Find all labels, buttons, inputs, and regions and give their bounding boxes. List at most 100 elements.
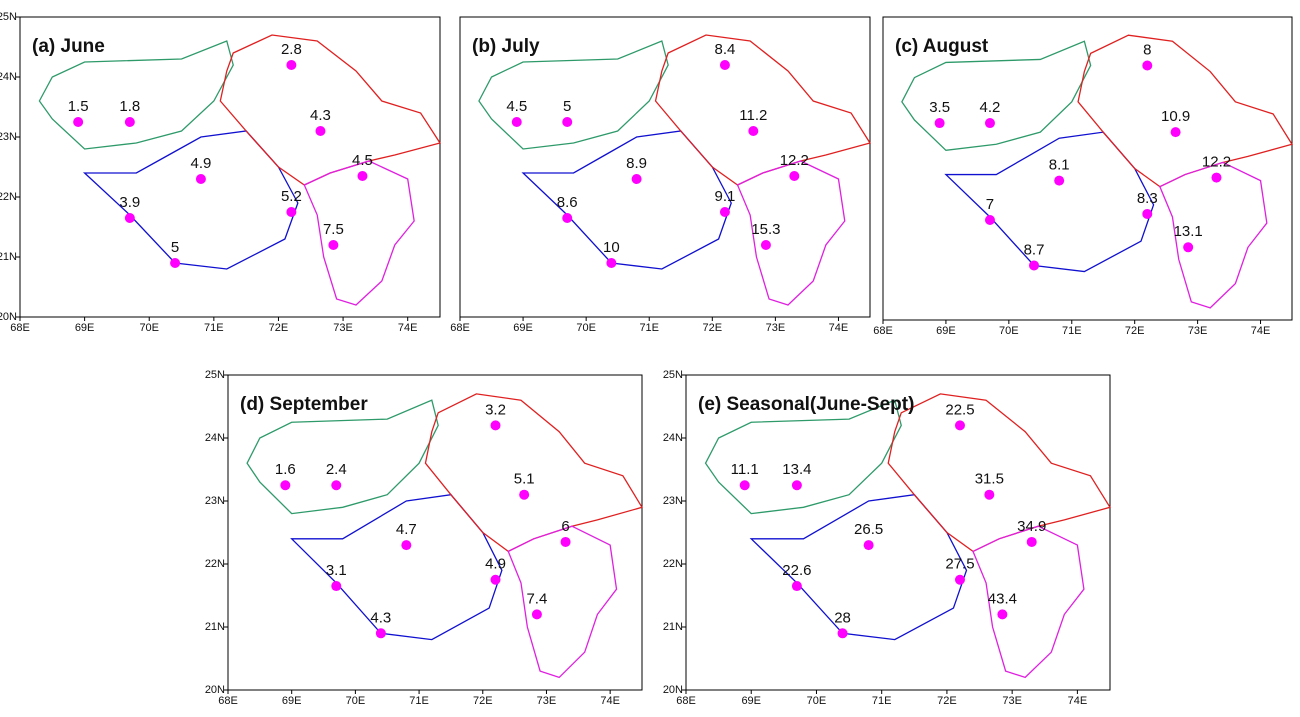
station-point	[719, 60, 730, 70]
station-value: 2.8	[281, 41, 302, 58]
x-tick-label: 74E	[1251, 325, 1271, 337]
region-outline	[290, 494, 503, 641]
station-point	[719, 207, 730, 217]
x-tick-label: 72E	[473, 695, 493, 707]
x-tick-label: 74E	[398, 322, 418, 334]
station-value: 8	[1143, 41, 1151, 58]
station-value: 4.7	[396, 521, 417, 538]
station-value: 22.6	[782, 562, 811, 579]
station-value: 43.4	[988, 590, 1017, 607]
x-tick-label: 70E	[999, 325, 1019, 337]
x-tick-label: 70E	[807, 695, 827, 707]
station-value: 28	[834, 609, 851, 626]
station-value: 4.3	[310, 107, 331, 124]
station-value: 3.9	[119, 194, 140, 211]
x-tick-label: 71E	[639, 322, 659, 334]
station-point	[560, 536, 571, 547]
region-outline	[704, 399, 902, 515]
x-tick-label: 68E	[10, 322, 30, 334]
station-value: 34.9	[1017, 518, 1046, 535]
station-value: 4.3	[370, 609, 391, 626]
station-point	[490, 420, 501, 431]
station-point	[562, 117, 573, 127]
station-value: 5.2	[281, 188, 302, 205]
station-value: 4.2	[980, 99, 1001, 116]
station-value: 6	[561, 518, 569, 535]
station-point	[1170, 127, 1181, 138]
station-point	[748, 126, 759, 136]
station-point	[760, 240, 771, 250]
station-point	[401, 540, 412, 551]
region-outline	[901, 40, 1092, 152]
station-point	[286, 60, 297, 70]
x-tick-label: 71E	[1062, 325, 1082, 337]
x-tick-label: 72E	[937, 695, 957, 707]
station-point	[331, 480, 342, 491]
region-outline	[521, 130, 732, 270]
region-outline	[38, 40, 234, 150]
y-tick-label: 23N	[205, 495, 225, 507]
panel-frame	[227, 374, 643, 691]
region-outline	[303, 160, 415, 306]
station-point	[791, 480, 802, 491]
region-outline	[654, 34, 872, 186]
station-value: 4.9	[190, 155, 211, 172]
station-point	[124, 213, 135, 223]
y-tick-label: 23N	[663, 495, 683, 507]
y-tick-label: 24N	[205, 432, 225, 444]
station-point	[519, 489, 530, 500]
x-tick-label: 73E	[537, 695, 557, 707]
x-tick-label: 70E	[346, 695, 366, 707]
station-point	[984, 215, 995, 226]
region-outline	[246, 399, 439, 515]
region-outline	[944, 131, 1155, 273]
station-point	[170, 258, 181, 268]
station-point	[280, 480, 291, 491]
station-value: 8.4	[714, 41, 735, 58]
station-point	[490, 574, 501, 585]
station-point	[511, 117, 522, 127]
station-point	[837, 628, 848, 639]
station-value: 1.8	[119, 98, 140, 115]
station-point	[1183, 242, 1194, 253]
panel-title: (e) Seasonal(June-Sept)	[698, 394, 914, 415]
x-tick-label: 70E	[576, 322, 596, 334]
station-point	[124, 117, 135, 127]
x-tick-label: 70E	[139, 322, 159, 334]
panel-title: (a) June	[32, 36, 105, 57]
region-outline	[478, 40, 669, 150]
x-tick-label: 71E	[409, 695, 429, 707]
station-value: 9.1	[714, 188, 735, 205]
y-tick-label: 25N	[0, 11, 17, 23]
station-value: 8.1	[1049, 157, 1070, 174]
station-value: 13.1	[1174, 223, 1203, 240]
station-point	[195, 174, 206, 184]
y-tick-label: 25N	[663, 369, 683, 381]
station-value: 4.9	[485, 556, 506, 573]
station-point	[315, 126, 326, 136]
region-outline	[507, 525, 618, 679]
panel-title: (d) September	[240, 394, 368, 415]
station-value: 3.2	[485, 401, 506, 418]
station-value: 27.5	[945, 556, 974, 573]
station-value: 8.3	[1137, 190, 1158, 207]
station-value: 15.3	[751, 221, 780, 238]
x-tick-label: 68E	[450, 322, 470, 334]
x-tick-label: 73E	[1002, 695, 1022, 707]
x-tick-label: 69E	[513, 322, 533, 334]
panel-frame	[882, 16, 1293, 321]
station-value: 12.2	[780, 152, 809, 169]
x-tick-label: 68E	[676, 695, 696, 707]
station-point	[631, 174, 642, 184]
station-value: 12.2	[1202, 154, 1231, 171]
y-tick-label: 20N	[663, 684, 683, 696]
station-value: 7.5	[323, 221, 344, 238]
station-point	[1054, 175, 1065, 186]
y-tick-label: 25N	[205, 369, 225, 381]
station-point	[997, 609, 1008, 620]
x-tick-label: 68E	[873, 325, 893, 337]
station-point	[789, 171, 800, 181]
x-tick-label: 73E	[1188, 325, 1208, 337]
x-tick-label: 74E	[600, 695, 620, 707]
